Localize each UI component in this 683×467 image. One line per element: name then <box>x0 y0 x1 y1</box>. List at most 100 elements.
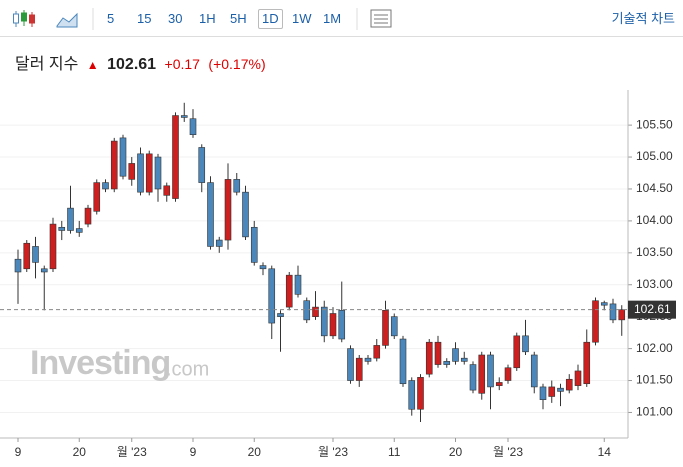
candle-body <box>259 265 267 270</box>
interval-button[interactable]: 1H <box>199 11 216 26</box>
candle-body <box>592 300 599 343</box>
candle-body <box>119 137 127 177</box>
candle-body <box>408 380 416 410</box>
candle-body <box>215 239 223 247</box>
candle-body <box>557 387 564 392</box>
instrument-title: 달러 지수 <box>15 56 79 73</box>
y-tick-label: 101.00 <box>636 405 673 419</box>
candle-body <box>268 268 276 324</box>
interval-button[interactable]: 30 <box>168 11 183 26</box>
y-tick-label: 103.00 <box>636 277 673 291</box>
candle-body <box>137 153 144 193</box>
x-tick-label: 20 <box>449 445 463 459</box>
candle-body <box>67 207 74 231</box>
x-tick-label: 월 '23 <box>117 445 147 459</box>
candle-body <box>14 258 22 273</box>
candle-body <box>574 370 582 386</box>
watermark-suffix: .com <box>166 358 209 380</box>
x-tick-label: 9 <box>15 445 22 459</box>
y-tick-label: 103.50 <box>636 245 673 259</box>
candle-body <box>504 367 512 381</box>
candle-body <box>58 226 66 231</box>
candle-body <box>250 226 258 263</box>
toolbar-icons <box>13 8 392 30</box>
candle-body <box>565 378 573 391</box>
candle-body <box>277 313 284 317</box>
candle-body <box>75 228 83 233</box>
candle-body <box>329 313 337 337</box>
interval-button[interactable]: 5 <box>107 11 115 26</box>
change: +0.17 <box>164 56 200 72</box>
last-price-label: 102.61 <box>634 302 671 316</box>
candle-body <box>539 386 547 400</box>
candle-body <box>618 309 626 321</box>
up-arrow: ▲ <box>86 58 99 72</box>
candle-body <box>347 348 354 381</box>
candle-body <box>23 242 31 270</box>
y-tick-label: 102.00 <box>636 341 673 355</box>
x-tick-label: 20 <box>73 445 87 459</box>
candle-body <box>242 191 249 238</box>
candle-body <box>583 341 591 385</box>
y-tick-label: 101.50 <box>636 373 673 387</box>
table-icon[interactable] <box>370 9 392 28</box>
candle-body <box>530 354 538 388</box>
candle-body <box>128 163 136 180</box>
candle-body <box>102 182 109 190</box>
interval-button[interactable]: 15 <box>137 11 152 26</box>
candle-body <box>294 274 302 295</box>
candle-body <box>600 302 608 306</box>
interval-button[interactable]: 5H <box>230 11 247 26</box>
candle-body <box>609 303 617 321</box>
candle-body <box>189 118 197 135</box>
x-tick-label: 11 <box>388 445 401 459</box>
area-icon[interactable] <box>56 12 78 28</box>
x-tick-label: 월 '23 <box>493 445 523 459</box>
x-tick-label: 월 '23 <box>318 445 348 459</box>
candle-body <box>443 361 451 365</box>
header: 달러 지수 ▲ 102.61 +0.17 (+0.17%) <box>15 50 270 74</box>
candle-body <box>338 309 346 340</box>
candle-body <box>513 335 521 369</box>
x-tick-label: 14 <box>598 445 612 459</box>
candle-body <box>478 354 486 394</box>
candle-body <box>548 386 556 397</box>
candle-body <box>417 377 424 410</box>
candle-body <box>84 207 92 225</box>
candle-body <box>285 274 293 308</box>
candle-body <box>32 246 39 263</box>
candle-body <box>233 179 241 193</box>
candle-body <box>154 156 162 190</box>
candle-body <box>487 354 494 388</box>
technical-chart-link[interactable]: 기술적 차트 <box>611 11 675 26</box>
x-tick-label: 20 <box>248 445 262 459</box>
candle-body <box>180 115 188 118</box>
candle-body <box>469 364 477 391</box>
interval-button[interactable]: 1D <box>258 9 283 29</box>
candle-body <box>224 179 232 241</box>
candle-body <box>434 341 442 365</box>
interval-button[interactable]: 1M <box>323 11 342 26</box>
candle-body <box>320 306 328 337</box>
watermark-brand: Investing <box>30 344 170 382</box>
candle-body <box>382 309 389 346</box>
candle-body <box>373 345 381 359</box>
candle-body <box>364 357 372 362</box>
interval-button[interactable]: 1W <box>292 11 312 26</box>
candle-body <box>452 348 459 362</box>
candle-body <box>425 341 433 375</box>
candle-body <box>172 115 179 199</box>
y-tick-label: 105.00 <box>636 149 673 163</box>
x-tick-label: 9 <box>190 445 197 459</box>
candle-body <box>40 268 48 273</box>
candle-body <box>303 300 311 321</box>
y-tick-label: 104.00 <box>636 213 673 227</box>
change-percent: (+0.17%) <box>208 56 266 72</box>
candle-body <box>207 182 214 247</box>
candle-body <box>522 335 529 353</box>
candle-body <box>399 338 407 385</box>
candle-icon[interactable] <box>13 10 35 27</box>
price: 102.61 <box>107 56 157 73</box>
